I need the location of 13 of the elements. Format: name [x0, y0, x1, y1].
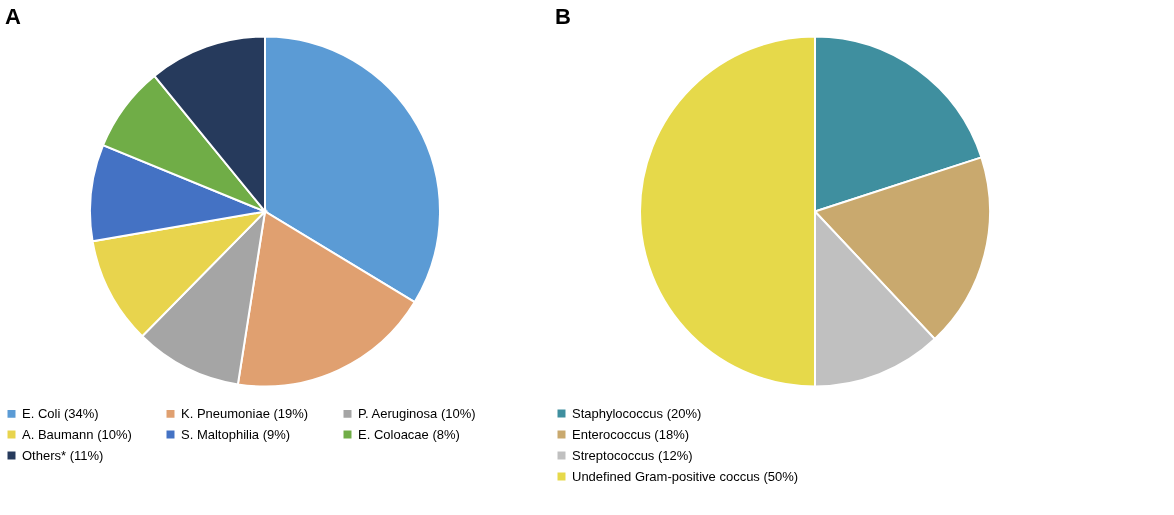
- legend-label: A. Baumann (10%): [22, 426, 132, 442]
- legend-label: Staphylococcus (20%): [572, 405, 702, 421]
- legend-label: Streptococcus (12%): [572, 447, 693, 463]
- chart-title: A: [5, 3, 21, 29]
- legend-label: E. Coli (34%): [22, 405, 99, 421]
- legend-label: Others* (11%): [22, 447, 104, 463]
- legend-label: K. Pneumoniae (19%): [181, 405, 309, 421]
- chart-title: B: [555, 3, 571, 29]
- legend-label: S. Maltophilia (9%): [181, 426, 291, 442]
- legend-label: Undefined Gram-positive coccus (50%): [572, 468, 799, 484]
- legend-label: Enterococcus (18%): [572, 426, 690, 442]
- legend-label: E. Coloacae (8%): [358, 426, 460, 442]
- legend-label: P. Aeruginosa (10%): [358, 405, 476, 421]
